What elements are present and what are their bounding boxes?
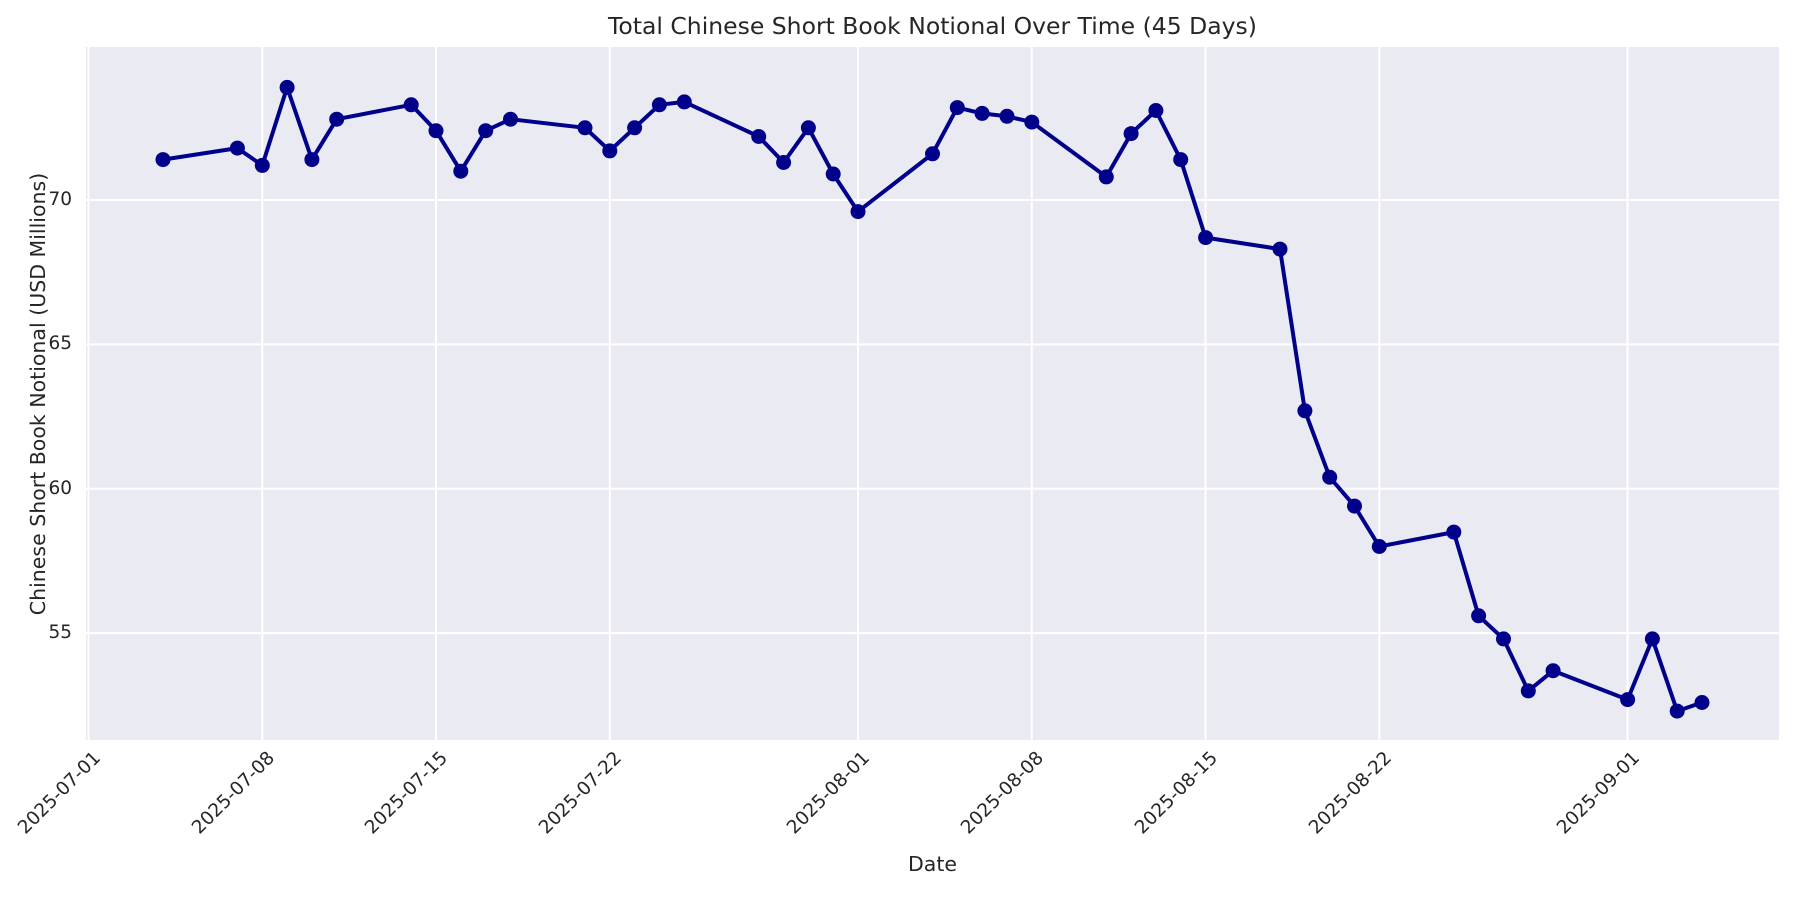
data-point-marker	[1669, 703, 1685, 719]
data-point-marker	[577, 120, 593, 136]
data-point-marker	[676, 94, 692, 110]
data-point-marker	[1198, 230, 1214, 246]
data-point-marker	[1148, 103, 1164, 118]
x-axis-label: Date	[908, 852, 957, 876]
data-point-marker	[1520, 683, 1536, 699]
data-point-marker	[850, 204, 866, 220]
data-point-marker	[304, 152, 320, 168]
data-point-marker	[999, 108, 1015, 124]
y-tick-label: 55	[48, 622, 72, 644]
data-point-marker	[949, 100, 965, 116]
data-point-marker	[503, 111, 518, 127]
data-point-marker	[1173, 152, 1189, 168]
data-point-marker	[1272, 241, 1288, 257]
data-point-marker	[1694, 695, 1710, 710]
data-point-marker	[155, 152, 171, 168]
data-point-marker	[428, 123, 444, 139]
data-point-marker	[751, 129, 767, 144]
data-point-marker	[800, 120, 816, 136]
data-point-marker	[1545, 663, 1561, 679]
data-markers	[155, 79, 1710, 719]
data-point-marker	[1620, 692, 1636, 708]
data-point-marker	[1322, 469, 1338, 485]
data-point-marker	[1347, 498, 1362, 514]
y-tick-label: 65	[48, 333, 72, 355]
y-tick-label: 70	[48, 189, 72, 210]
y-tick-label: 60	[48, 477, 72, 499]
data-point-marker	[1644, 631, 1660, 647]
plot-background	[86, 47, 1779, 740]
data-point-marker	[776, 155, 792, 170]
data-point-marker	[403, 97, 419, 113]
data-point-marker	[254, 157, 270, 173]
data-point-marker	[329, 111, 345, 127]
data-point-marker	[229, 140, 245, 156]
chart-title: Total Chinese Short Book Notional Over T…	[608, 12, 1257, 40]
data-point-marker	[453, 163, 469, 179]
data-point-marker	[825, 166, 841, 182]
data-point-marker	[1371, 539, 1387, 554]
data-point-marker	[279, 79, 295, 95]
data-point-marker	[1471, 608, 1487, 624]
data-point-marker	[1297, 403, 1313, 419]
data-point-marker	[651, 97, 667, 113]
data-point-marker	[1098, 169, 1114, 185]
data-point-marker	[1446, 524, 1462, 540]
y-axis-label: Chinese Short Book Notional (USD Million…	[26, 172, 50, 616]
data-point-marker	[627, 120, 643, 136]
data-point-marker	[602, 143, 618, 159]
data-point-marker	[974, 105, 990, 121]
data-point-marker	[1496, 631, 1511, 647]
data-point-marker	[478, 123, 494, 139]
data-point-marker	[925, 146, 940, 162]
grid-lines	[86, 47, 1779, 740]
data-point-marker	[1123, 126, 1139, 142]
data-point-marker	[1024, 114, 1040, 130]
